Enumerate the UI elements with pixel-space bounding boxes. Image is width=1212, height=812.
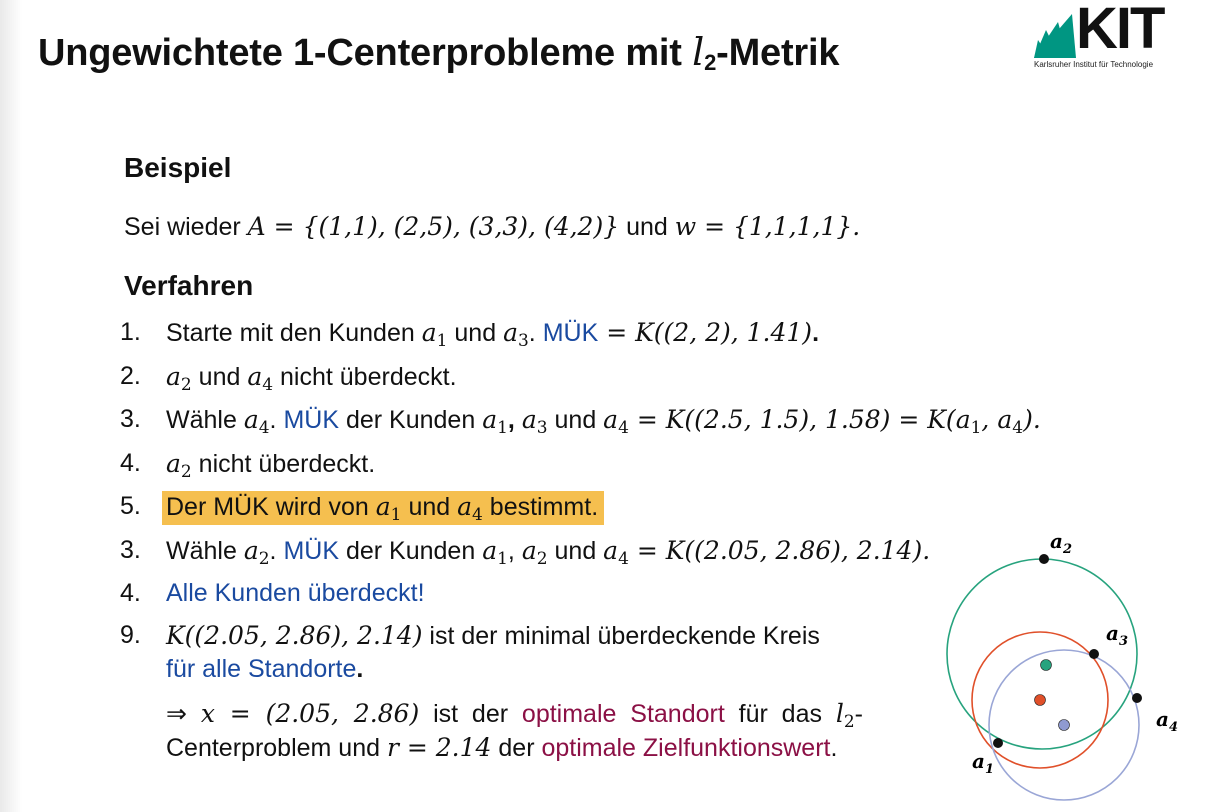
step-number: 4. [120, 579, 141, 607]
step-number: 1. [120, 318, 141, 346]
center-green-dot [1040, 659, 1052, 671]
step-1: Starte mit den Kunden a1 und a3. MÜK = K… [166, 318, 820, 351]
step-4b: Alle Kunden überdeckt! [166, 579, 425, 607]
center-red-dot [1034, 694, 1046, 706]
step-4: a2 nicht überdeckt. [166, 449, 376, 482]
heading-beispiel: Beispiel [124, 152, 232, 183]
step-3b: Wähle a2. MÜK der Kunden a1, a2 und a4 =… [166, 536, 931, 569]
circle-figure: a2 a3 a4 a1 [946, 529, 1178, 801]
step-number: 5. [120, 492, 141, 520]
step-number: 3. [120, 405, 141, 433]
page-title: Ungewichtete 1-Centerprobleme mit l2-Met… [38, 30, 840, 75]
step-number: 2. [120, 362, 141, 390]
logo-subtitle: Karlsruher Institut für Technologie [1034, 60, 1154, 69]
blue-circle [988, 649, 1140, 801]
label-a2: a2 [1050, 529, 1072, 557]
label-a1: a1 [972, 749, 994, 777]
point-a3 [1089, 649, 1099, 659]
label-a4: a4 [1156, 707, 1178, 735]
conclusion: ⇒ x = (2.05, 2.86) ist der optimale Stan… [166, 699, 863, 762]
kit-logo-icon [1034, 14, 1076, 58]
left-shade [0, 0, 22, 812]
center-blue-dot [1058, 719, 1070, 731]
point-a4 [1132, 693, 1142, 703]
step-5-highlight: Der MÜK wird von a1 und a4 bestimmt. [162, 491, 605, 525]
step-9: K((2.05, 2.86), 2.14) ist der minimal üb… [166, 621, 820, 683]
step-number: 4. [120, 449, 141, 477]
step-3: Wähle a4. MÜK der Kunden a1, a3 und a4 =… [166, 405, 1041, 438]
red-circle [971, 631, 1109, 769]
logo-word: KIT [1076, 0, 1165, 61]
label-a3: a3 [1106, 621, 1128, 649]
example-line: Sei wieder A = {(1,1), (2,5), (3,3), (4,… [124, 212, 861, 241]
point-a1 [993, 738, 1003, 748]
point-a2 [1039, 554, 1049, 564]
step-2: a2 und a4 nicht überdeckt. [166, 362, 457, 395]
step-number: 9. [120, 621, 141, 649]
heading-verfahren: Verfahren [124, 270, 254, 301]
step-number: 3. [120, 536, 141, 564]
